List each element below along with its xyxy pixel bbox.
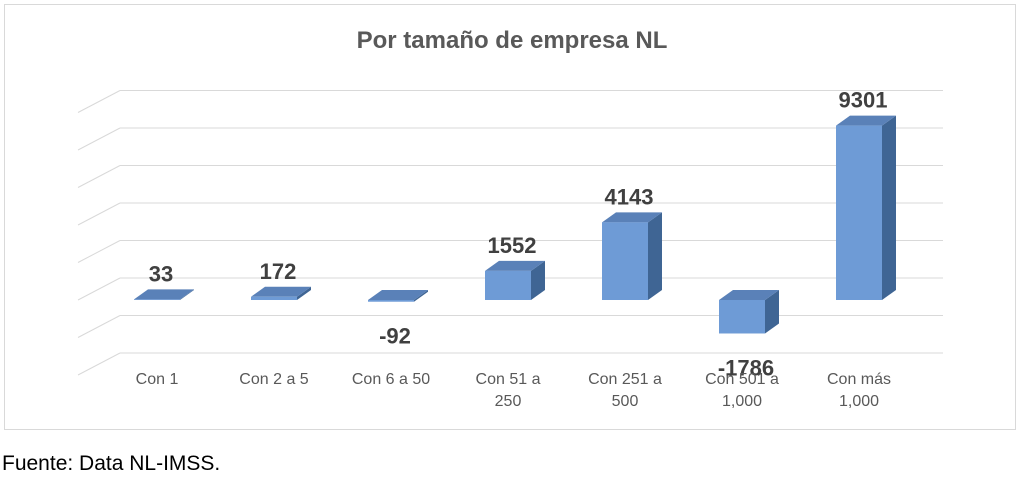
data-label: -1786: [718, 355, 774, 380]
bar: [836, 115, 896, 300]
bar-front: [485, 270, 531, 300]
bar-top: [602, 212, 662, 223]
bar-side: [414, 290, 428, 302]
gridline-depth: [77, 165, 121, 188]
gridline-depth: [77, 240, 121, 263]
category-label: Con 501 a 1,000: [705, 371, 779, 410]
bar-side: [765, 290, 779, 334]
bar: [134, 289, 194, 300]
gridline-depth: [77, 352, 121, 376]
bar-side: [648, 212, 662, 300]
gridline-depth: [77, 315, 121, 338]
bar: [719, 290, 779, 334]
bar-front: [251, 296, 297, 300]
source-note: Fuente: Data NL-IMSS.: [2, 452, 221, 475]
bar-front: [719, 300, 765, 334]
category-label: Con 2 a 5: [239, 371, 308, 388]
data-label: 33: [149, 261, 173, 286]
bar-front: [602, 222, 648, 300]
bar-chart: 33 172 -92 1552 4143 -1786 9301 Con 1 Con 2 a 5…: [77, 27, 943, 410]
category-label: Con 251 a 500: [588, 371, 662, 410]
category-labels: Con 1 Con 2 a 5 Con 6 a 50 Con 51 a 250 Con 2…: [136, 371, 891, 410]
bar-front: [134, 299, 180, 300]
data-label: 9301: [839, 88, 888, 113]
chart-title: Por tamaño de empresa NL: [357, 27, 668, 54]
gridline-depth: [77, 202, 121, 226]
data-labels: 33 172 -92 1552 4143 -1786 9301: [149, 88, 888, 381]
bar-side: [882, 115, 896, 300]
category-label: Con 51 a 250: [476, 371, 541, 410]
gridlines: [77, 90, 943, 376]
bar-top: [836, 115, 896, 126]
bar: [485, 260, 545, 300]
bar-top: [251, 286, 311, 297]
category-label: Con más 1,000: [827, 371, 891, 410]
data-label: -92: [379, 324, 411, 349]
bar-top: [485, 260, 545, 271]
data-label: 1552: [488, 233, 537, 258]
bar-side: [180, 289, 194, 300]
gridline-depth: [77, 90, 121, 113]
bar-front: [368, 300, 414, 302]
bar-side: [531, 260, 545, 300]
bar: [368, 290, 428, 302]
bar-top: [719, 290, 779, 300]
data-label: 172: [260, 259, 297, 284]
bars: [134, 115, 896, 334]
category-label: Con 6 a 50: [352, 371, 430, 388]
bar: [602, 212, 662, 300]
bar-side: [297, 286, 311, 300]
bar-top: [134, 289, 194, 300]
bar-front: [836, 125, 882, 300]
gridline-depth: [77, 127, 121, 151]
category-label: Con 1: [136, 371, 179, 388]
bar-top: [368, 290, 428, 300]
data-label: 4143: [605, 184, 654, 209]
gridline-depth: [77, 277, 121, 301]
bar: [251, 286, 311, 300]
